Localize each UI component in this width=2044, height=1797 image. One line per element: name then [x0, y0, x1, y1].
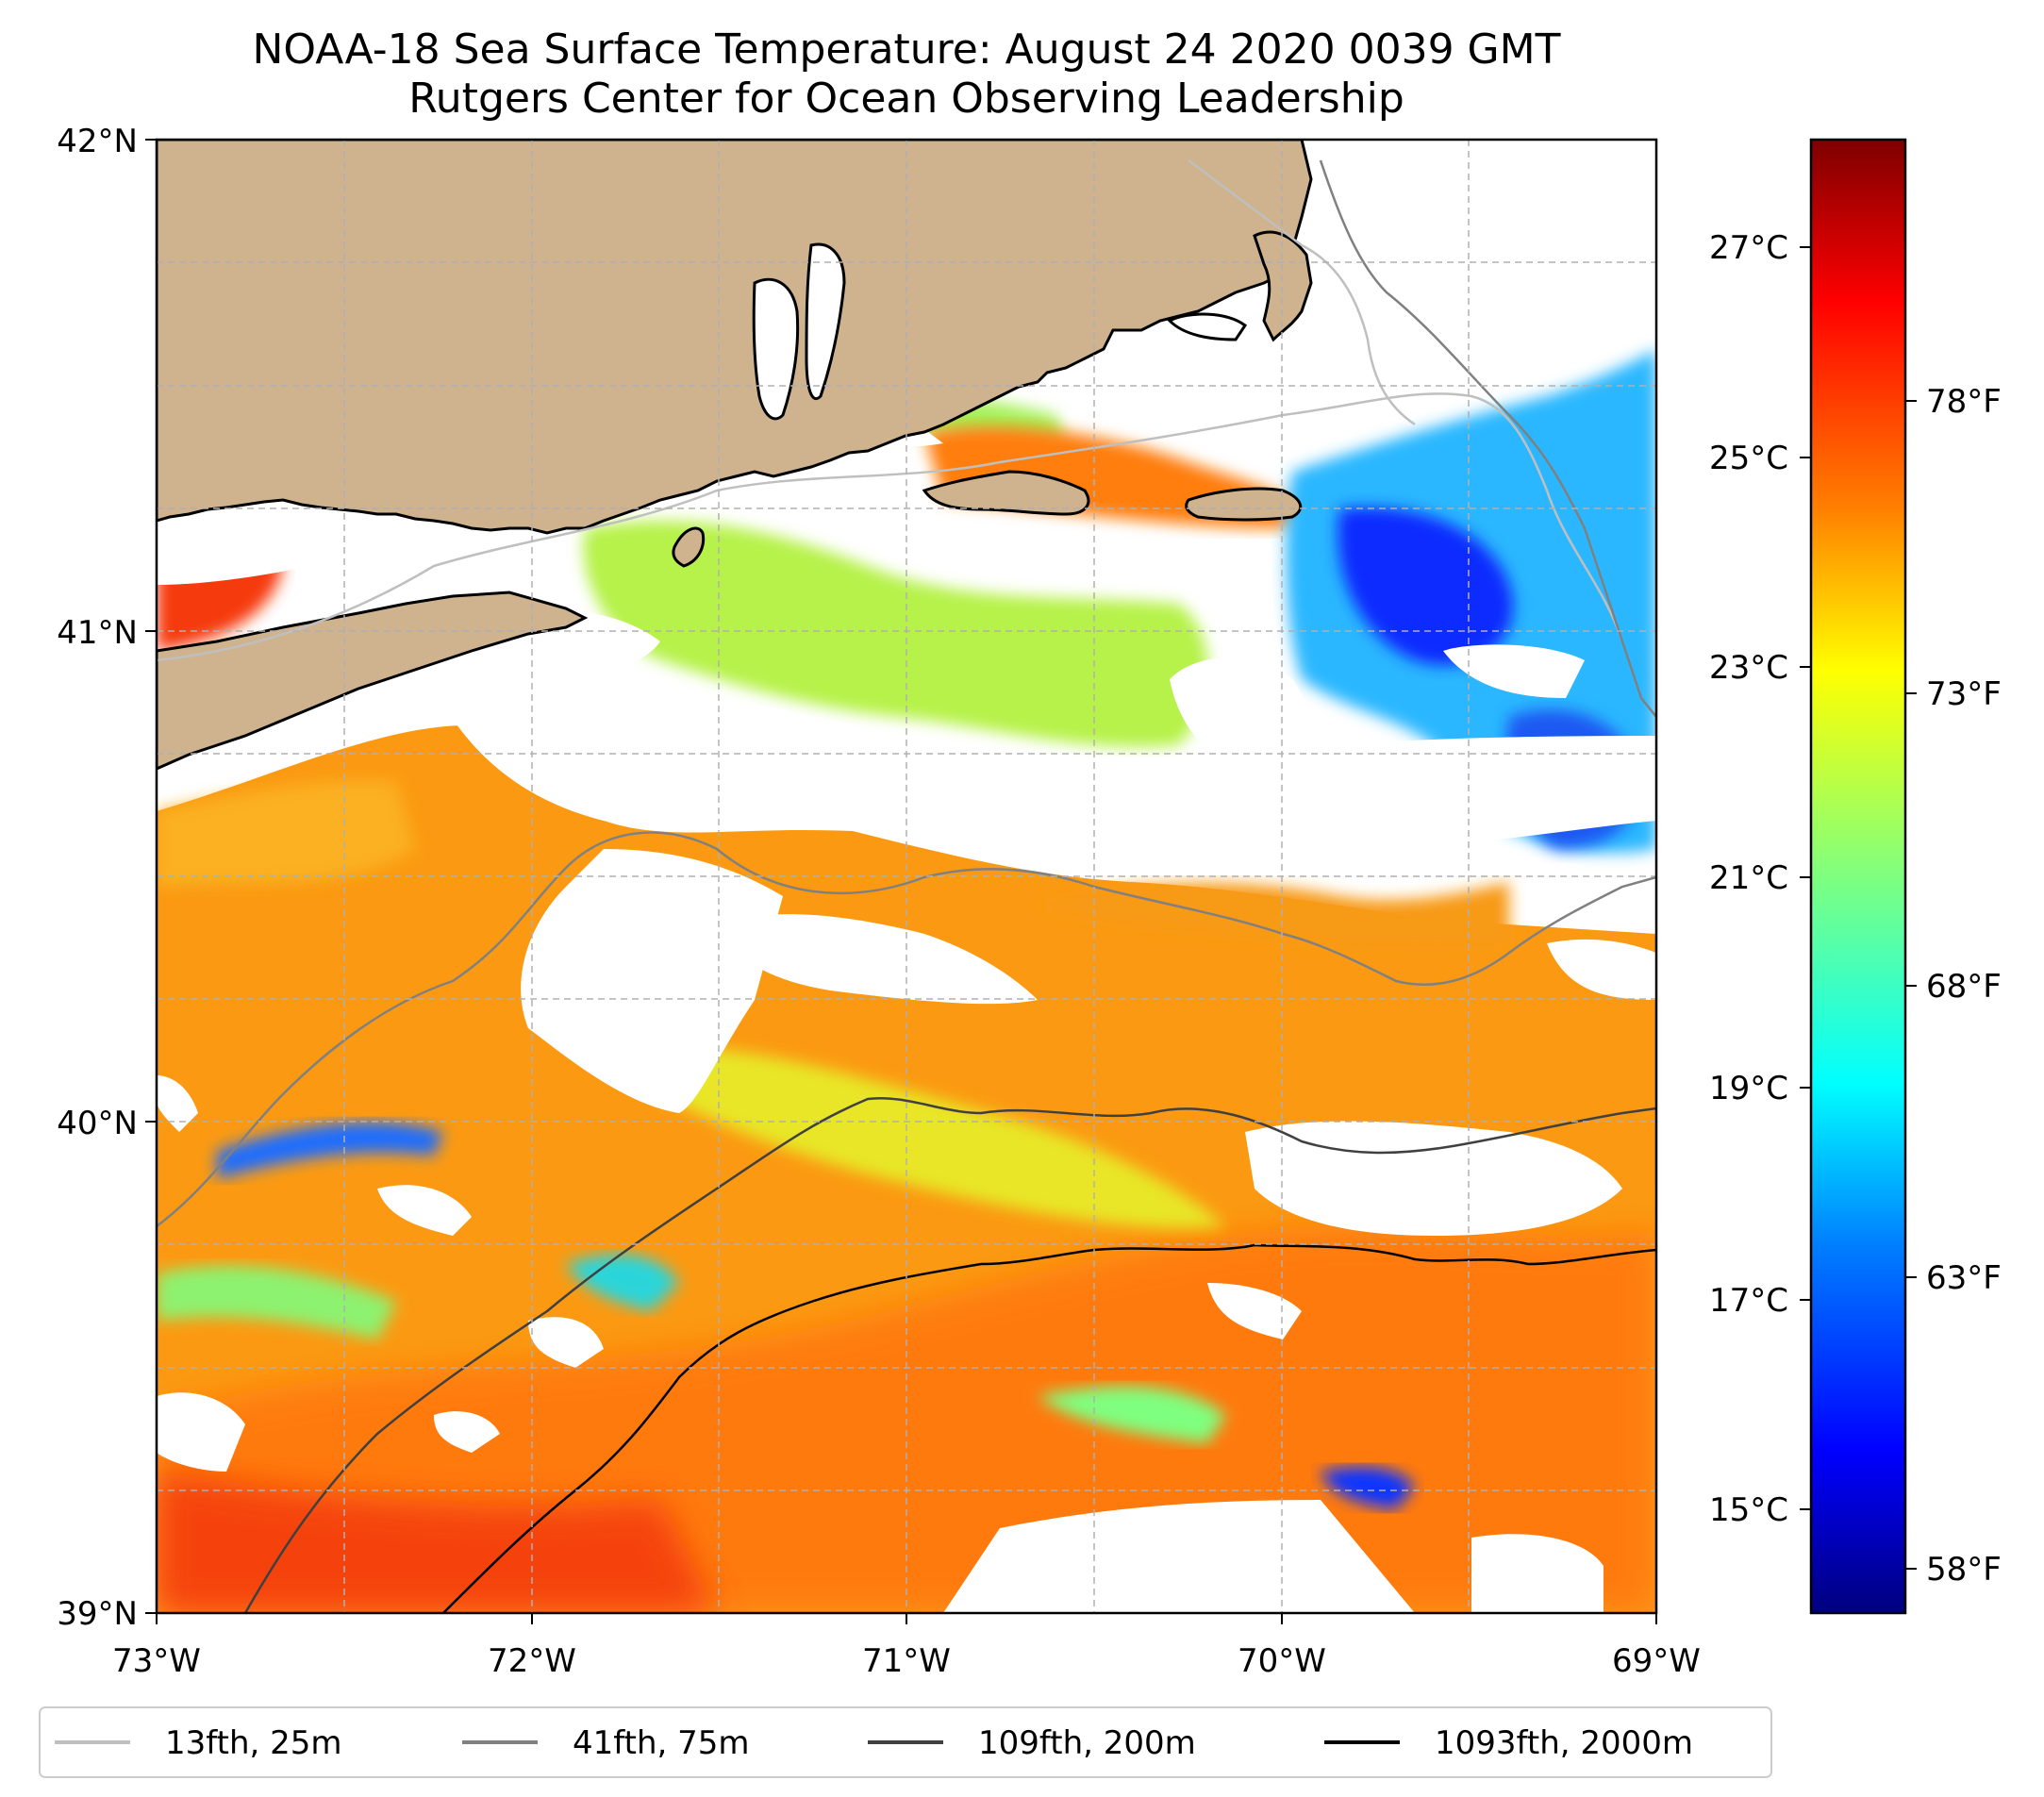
fahrenheit-tick-label: 78°F: [1926, 383, 2002, 421]
celsius-tick-label: 25°C: [1709, 440, 1788, 477]
celsius-tick-label: 15°C: [1709, 1491, 1788, 1529]
legend-label-2000m: 1093fth, 2000m: [1435, 1724, 1693, 1762]
colorbar-celsius-ticks: [1800, 246, 1811, 1510]
new-england-coast: [157, 140, 1313, 535]
legend: 13fth, 25m 41fth, 75m 109fth, 200m 1093f…: [39, 1706, 1772, 1778]
x-tick-label: 72°W: [488, 1642, 576, 1680]
x-tick-label: 71°W: [862, 1642, 951, 1680]
celsius-tick-label: 23°C: [1709, 649, 1788, 687]
gridlines: [157, 140, 1656, 1613]
y-tick-label: 41°N: [57, 614, 138, 652]
celsius-tick-label: 27°C: [1709, 229, 1788, 267]
title-line-2: Rutgers Center for Ocean Observing Leade…: [408, 75, 1404, 123]
fahrenheit-tick-label: 63°F: [1926, 1259, 2002, 1297]
map-area: [157, 140, 1656, 1613]
contour-2000m: [442, 1243, 1656, 1613]
bathymetry-contours: [157, 159, 1656, 1613]
colorbar-fahrenheit-ticks: [1905, 400, 1917, 1570]
legend-label-75m: 41fth, 75m: [573, 1724, 750, 1762]
marthas-vineyard: [922, 470, 1090, 516]
celsius-tick-label: 19°C: [1709, 1070, 1788, 1107]
bays: [752, 242, 1248, 421]
block-island: [672, 526, 706, 568]
colorbar: [1809, 138, 1907, 1615]
legend-label-200m: 109fth, 200m: [978, 1724, 1196, 1762]
contour-25m: [157, 392, 1624, 662]
contour-75m: [157, 831, 1656, 1228]
legend-label-25m: 13fth, 25m: [165, 1724, 342, 1762]
x-tick-label: 69°W: [1612, 1642, 1701, 1680]
y-tick-label: 40°N: [57, 1105, 138, 1142]
x-tick-label: 73°W: [112, 1642, 201, 1680]
celsius-tick-label: 17°C: [1709, 1282, 1788, 1320]
y-tick-label: 42°N: [57, 123, 138, 160]
axis-ticks: [145, 139, 1657, 1624]
contour-75m-east: [1319, 159, 1656, 718]
nantucket: [1185, 487, 1303, 522]
y-tick-label: 39°N: [57, 1595, 138, 1633]
cape-cod: [1253, 230, 1313, 342]
title-line-1: NOAA-18 Sea Surface Temperature: August …: [252, 25, 1561, 74]
fahrenheit-tick-label: 58°F: [1926, 1551, 2002, 1589]
celsius-tick-label: 21°C: [1709, 859, 1788, 897]
long-island: [157, 591, 589, 771]
land: [157, 140, 1313, 771]
fahrenheit-tick-label: 73°F: [1926, 675, 2002, 713]
x-tick-label: 70°W: [1238, 1642, 1326, 1680]
fahrenheit-tick-label: 68°F: [1926, 968, 2002, 1006]
contour-200m: [243, 1096, 1656, 1613]
